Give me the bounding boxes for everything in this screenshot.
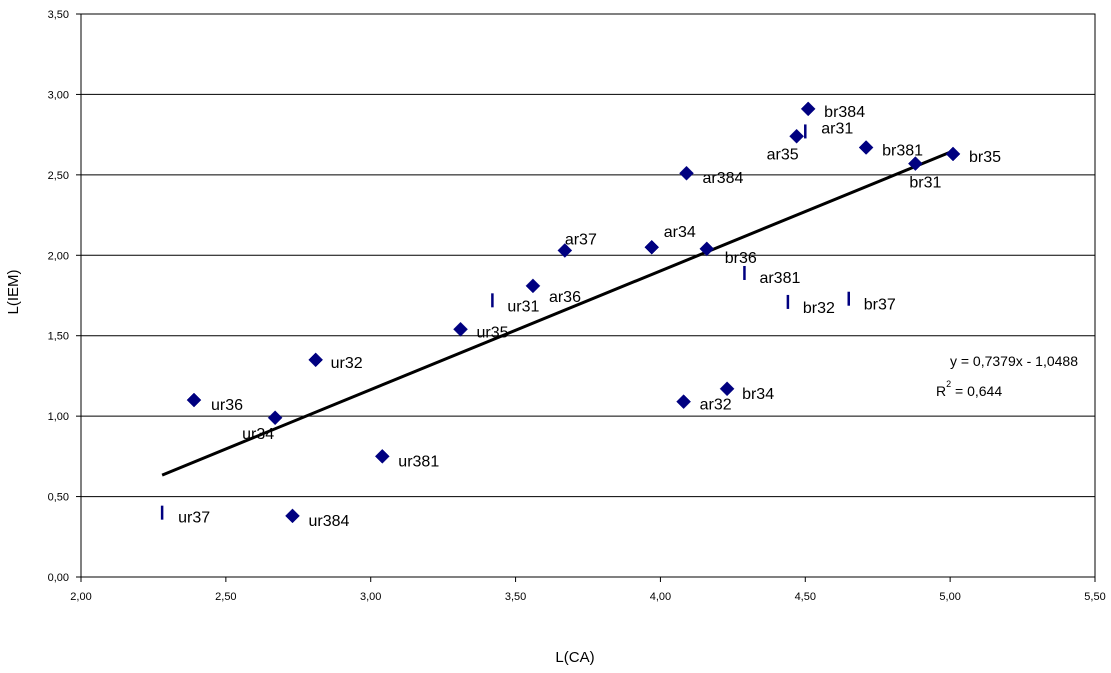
plot-area-frame bbox=[80, 13, 1096, 578]
point-label: ur36 bbox=[211, 397, 243, 414]
diamond-marker bbox=[719, 381, 735, 397]
point-label: ar384 bbox=[703, 170, 744, 187]
trendline-equation: y = 0,7379x - 1,0488 bbox=[950, 353, 1078, 369]
gridlines bbox=[81, 13, 1095, 578]
point-label: ar32 bbox=[700, 397, 732, 414]
point-label: br36 bbox=[725, 250, 757, 267]
point-label: ur381 bbox=[398, 453, 439, 470]
r-squared-exponent: 2 bbox=[946, 379, 951, 389]
diamond-marker bbox=[186, 392, 202, 408]
x-tick-label: 2,50 bbox=[215, 591, 236, 603]
diamond-marker bbox=[453, 321, 468, 337]
point-label: ur32 bbox=[331, 355, 363, 372]
point-label: ar37 bbox=[565, 231, 597, 248]
point-label: ar31 bbox=[821, 120, 853, 137]
point-label: br32 bbox=[803, 300, 835, 317]
point-label: ur35 bbox=[477, 324, 509, 341]
diamond-marker bbox=[789, 128, 804, 144]
y-axis-title: L(IEM) bbox=[5, 269, 22, 314]
diamond-marker bbox=[945, 146, 961, 162]
point-label: ar35 bbox=[767, 146, 799, 163]
point-label: ar34 bbox=[664, 224, 696, 241]
diamond-marker bbox=[676, 394, 691, 410]
point-label: ur34 bbox=[242, 426, 274, 443]
y-tick-label: 3,50 bbox=[48, 9, 69, 21]
diamond-marker bbox=[525, 278, 541, 294]
diamond-marker bbox=[374, 449, 390, 464]
y-tick-label: 1,00 bbox=[48, 411, 69, 423]
x-tick-label: 5,50 bbox=[1084, 591, 1105, 603]
point-label: br35 bbox=[969, 149, 1001, 166]
y-tick-label: 2,00 bbox=[48, 250, 69, 262]
x-tick-label: 3,50 bbox=[505, 591, 526, 603]
point-label: br34 bbox=[742, 386, 774, 403]
diamond-marker bbox=[644, 239, 660, 255]
diamond-marker bbox=[908, 156, 923, 171]
y-tick-label: 3,00 bbox=[48, 89, 69, 101]
r-squared-value: = 0,644 bbox=[951, 383, 1002, 399]
point-label: br31 bbox=[909, 175, 941, 192]
y-axis-ticks: 0,00 0,50 1,00 1,50 2,00 2,50 3,00 3,50 bbox=[48, 9, 81, 584]
data-points bbox=[160, 101, 961, 524]
point-label: br384 bbox=[824, 104, 865, 121]
point-label: ur31 bbox=[507, 298, 539, 315]
x-tick-label: 4,00 bbox=[650, 591, 671, 603]
r-squared-prefix: R bbox=[936, 383, 946, 399]
trendline bbox=[161, 149, 954, 477]
diamond-marker bbox=[267, 410, 283, 426]
y-tick-label: 2,50 bbox=[48, 170, 69, 182]
x-tick-label: 5,00 bbox=[939, 591, 960, 603]
x-tick-label: 3,00 bbox=[360, 591, 381, 603]
y-tick-label: 1,50 bbox=[48, 331, 69, 343]
point-label: ur37 bbox=[178, 510, 210, 527]
x-tick-label: 2,00 bbox=[70, 591, 91, 603]
x-axis-ticks: 2,00 2,50 3,00 3,50 4,00 4,50 5,00 5,50 bbox=[70, 577, 1106, 603]
point-label: br37 bbox=[864, 297, 896, 314]
y-tick-label: 0,50 bbox=[48, 492, 69, 504]
diamond-marker bbox=[858, 140, 874, 155]
diamond-marker bbox=[800, 101, 816, 117]
diamond-marker bbox=[557, 243, 573, 258]
y-tick-label: 0,00 bbox=[48, 572, 69, 584]
r-squared-label: R2 = 0,644 bbox=[936, 379, 1002, 399]
x-tick-label: 4,50 bbox=[795, 591, 816, 603]
x-axis-title: L(CA) bbox=[555, 649, 594, 666]
diamond-marker bbox=[699, 241, 715, 257]
diamond-marker bbox=[285, 508, 300, 524]
diamond-marker bbox=[679, 165, 694, 181]
point-label: br381 bbox=[882, 143, 923, 160]
diamond-marker bbox=[308, 352, 324, 368]
point-label: ar381 bbox=[759, 270, 800, 287]
point-label: ur384 bbox=[308, 513, 349, 530]
point-label: ar36 bbox=[549, 289, 581, 306]
